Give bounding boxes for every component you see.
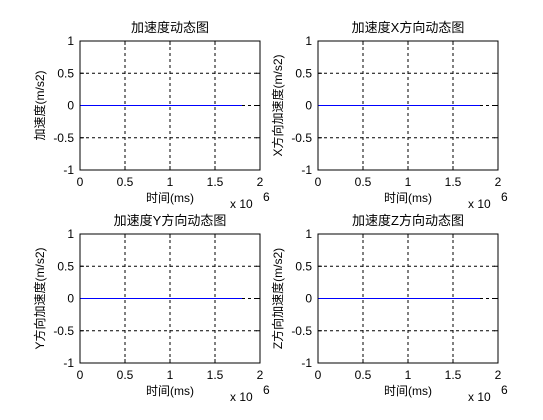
x-axis-label: 时间(ms) (146, 191, 194, 205)
axes-frame (79, 40, 261, 171)
y-tick-label: -1 (63, 163, 74, 177)
x-tick-label: 0.5 (117, 368, 134, 382)
x-tick-label: 2 (257, 368, 264, 382)
chart-title: 加速度X方向动态图 (352, 20, 465, 35)
y-tick-label: -0.5 (291, 131, 312, 145)
y-tick-label: 0 (305, 292, 312, 306)
y-tick-label: 1 (67, 227, 74, 241)
y-tick-label: 0.5 (295, 259, 312, 273)
y-tick-label: 1 (305, 227, 312, 241)
y-tick-label: -0.5 (291, 324, 312, 338)
y-tick-label: -1 (301, 163, 312, 177)
x-tick-label: 0 (77, 175, 84, 189)
x-tick-label: 1.5 (445, 175, 462, 189)
axes-frame (79, 233, 261, 364)
x-axis-label: 时间(ms) (384, 384, 432, 398)
x-tick-label: 1.5 (207, 175, 224, 189)
axes-frame (317, 233, 499, 364)
y-tick-label: -1 (63, 356, 74, 370)
y-tick-label: -0.5 (53, 324, 74, 338)
y-axis-label: Z方向加速度(m/s2) (270, 248, 285, 349)
x-tick-label: 1 (167, 368, 174, 382)
x-multiplier-exponent: 6 (501, 190, 508, 204)
y-tick-label: 0 (305, 99, 312, 113)
x-tick-label: 1.5 (445, 368, 462, 382)
y-tick-label: 1 (67, 34, 74, 48)
y-tick-label: 0.5 (57, 66, 74, 80)
x-tick-label: 0.5 (355, 368, 372, 382)
x-tick-label: 2 (495, 368, 502, 382)
y-axis-label: X方向加速度(m/s2) (270, 54, 285, 156)
x-axis-label: 时间(ms) (146, 384, 194, 398)
x-tick-label: 0 (77, 368, 84, 382)
x-axis-label: 时间(ms) (384, 191, 432, 205)
x-tick-label: 2 (257, 175, 264, 189)
y-tick-label: -1 (301, 356, 312, 370)
y-axis-label: Y方向加速度(m/s2) (32, 247, 47, 349)
y-tick-label: 0.5 (57, 259, 74, 273)
x-tick-label: 1 (405, 175, 412, 189)
x-multiplier-exponent: 6 (263, 383, 270, 397)
x-tick-label: 0.5 (117, 175, 134, 189)
x-multiplier: x 10 (468, 390, 491, 404)
y-tick-label: -0.5 (53, 131, 74, 145)
x-multiplier: x 10 (468, 197, 491, 211)
x-tick-label: 0.5 (355, 175, 372, 189)
x-tick-label: 1 (405, 368, 412, 382)
x-tick-label: 1.5 (207, 368, 224, 382)
x-multiplier-exponent: 6 (501, 383, 508, 397)
y-axis-label: 加速度(m/s2) (32, 70, 47, 140)
x-tick-label: 0 (315, 175, 322, 189)
chart-title: 加速度Z方向动态图 (352, 213, 464, 228)
x-tick-label: 1 (167, 175, 174, 189)
y-tick-label: 1 (305, 34, 312, 48)
chart-title: 加速度Y方向动态图 (114, 213, 227, 228)
y-tick-label: 0.5 (295, 66, 312, 80)
axes-frame (317, 40, 499, 171)
x-multiplier-exponent: 6 (263, 190, 270, 204)
x-tick-label: 2 (495, 175, 502, 189)
x-multiplier: x 10 (230, 390, 253, 404)
y-tick-label: 0 (67, 99, 74, 113)
chart-title: 加速度动态图 (131, 20, 209, 35)
x-multiplier: x 10 (230, 197, 253, 211)
x-tick-label: 0 (315, 368, 322, 382)
y-tick-label: 0 (67, 292, 74, 306)
